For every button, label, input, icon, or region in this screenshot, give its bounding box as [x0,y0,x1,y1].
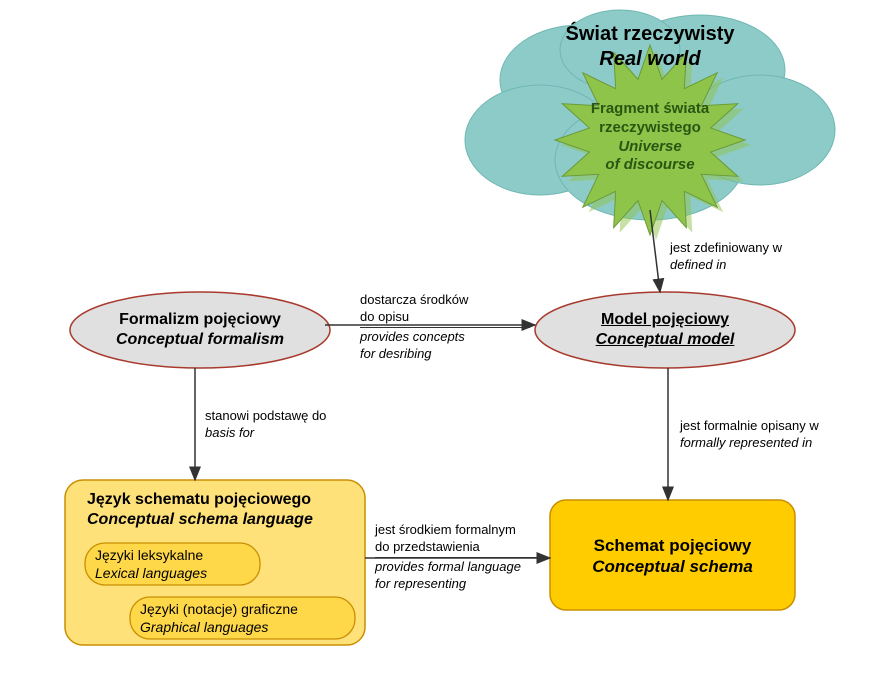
edge-defined-pl: jest zdefiniowany w [670,240,782,257]
star-en2: of discourse [550,156,750,175]
cloud-label-en: Real world [500,47,800,72]
lexical-pl: Języki leksykalne [95,547,255,565]
edge-defined-in-label: jest zdefiniowany w defined in [670,240,782,274]
cloud-label-pl: Świat rzeczywisty [500,22,800,47]
schema-en: Conceptual schema [560,556,785,577]
star-pl1: Fragment świata [550,100,750,119]
model-pl: Model pojęciowy [545,310,785,330]
edge-fl-en2: for representing [375,576,550,593]
edge-bf-pl: stanowi podstawę do [205,408,326,425]
edge-defined-en: defined in [670,257,782,274]
edge-pc-en1: provides concepts [360,329,530,346]
edge-fr-pl: jest formalnie opisany w [680,418,819,435]
formalism-node: Formalizm pojęciowy Conceptual formalism [80,310,320,350]
edge-fr-en: formally represented in [680,435,819,452]
edge-formally-repr-label: jest formalnie opisany w formally repres… [680,418,819,452]
edge-basis-for-label: stanowi podstawę do basis for [205,408,326,442]
edge-pc-pl1: dostarcza środków [360,292,530,309]
starburst-node: Fragment świata rzeczywistego Universe o… [550,100,750,175]
schema-node: Schemat pojęciowy Conceptual schema [560,535,785,578]
edge-fl-pl2: do przedstawienia [375,539,550,556]
edge-pc-en2: for desribing [360,346,530,363]
cloud-node: Świat rzeczywisty Real world [500,22,800,72]
lexical-pill: Języki leksykalne Lexical languages [95,547,255,582]
schema-lang-en: Conceptual schema language [87,510,367,530]
edge-pc-pl2: do opisu [360,309,530,326]
edge-bf-en: basis for [205,425,326,442]
model-node: Model pojęciowy Conceptual model [545,310,785,350]
edge-fl-en1: provides formal language [375,559,550,576]
formalism-en: Conceptual formalism [80,330,320,350]
schema-lang-pl: Język schematu pojęciowego [87,490,367,510]
edge-fl-pl1: jest środkiem formalnym [375,522,550,539]
schema-pl: Schemat pojęciowy [560,535,785,556]
edge-formal-lang-label: jest środkiem formalnym do przedstawieni… [375,522,550,593]
graphical-pill: Języki (notacje) graficzne Graphical lan… [140,601,350,636]
graphical-pl: Języki (notacje) graficzne [140,601,350,619]
model-en: Conceptual model [545,330,785,350]
formalism-pl: Formalizm pojęciowy [80,310,320,330]
edge-provides-concepts-label: dostarcza środków do opisu provides conc… [360,292,530,363]
lexical-en: Lexical languages [95,565,255,583]
graphical-en: Graphical languages [140,619,350,637]
star-pl2: rzeczywistego [550,119,750,138]
star-en1: Universe [550,138,750,157]
schema-lang-node: Język schematu pojęciowego Conceptual sc… [75,490,367,530]
